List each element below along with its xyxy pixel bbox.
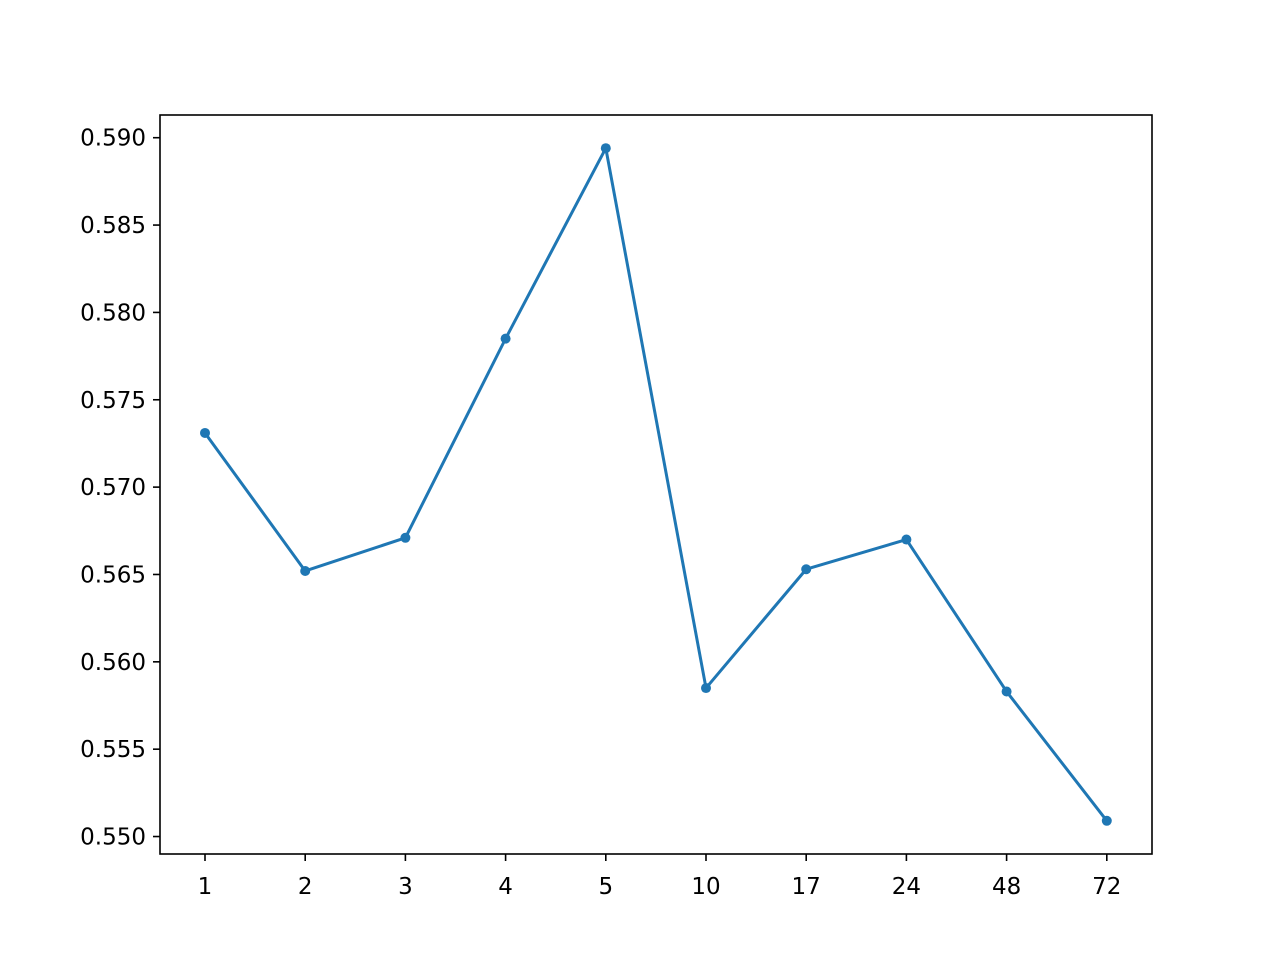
x-axis: 1 2 3 4 5 10 17 24 48 72	[198, 854, 1121, 900]
series-layer	[200, 143, 1112, 826]
y-tick-label: 0.565	[80, 562, 146, 588]
x-tick-label: 24	[892, 874, 921, 900]
x-tick-label: 3	[398, 874, 413, 900]
y-axis: 0.550 0.555 0.560 0.565 0.570 0.575 0.580 0.585…	[80, 126, 160, 851]
y-tick-label: 0.580	[80, 300, 146, 326]
data-point	[500, 333, 511, 344]
data-point	[1001, 686, 1012, 697]
y-tick-label: 0.550	[80, 825, 146, 851]
x-tick-label: 5	[598, 874, 613, 900]
x-tick-label: 72	[1092, 874, 1121, 900]
x-tick-label: 2	[298, 874, 313, 900]
y-tick-label: 0.590	[80, 126, 146, 152]
y-tick-label: 0.585	[80, 213, 146, 239]
data-point	[701, 683, 711, 694]
data-point	[200, 427, 210, 438]
data-point	[600, 143, 611, 154]
y-tick-label: 0.575	[80, 388, 146, 414]
y-tick-label: 0.560	[80, 650, 146, 676]
data-point	[400, 532, 411, 543]
x-tick-label: 1	[198, 874, 213, 900]
series-line	[203, 146, 1108, 822]
y-tick-label: 0.555	[80, 737, 146, 763]
y-tick-label: 0.570	[80, 475, 146, 501]
data-point	[801, 564, 812, 575]
data-point	[1101, 815, 1112, 826]
x-tick-label: 10	[691, 874, 720, 900]
x-tick-label: 48	[992, 874, 1021, 900]
data-point	[901, 534, 912, 545]
data-point	[300, 565, 311, 576]
x-tick-label: 4	[498, 874, 513, 900]
plot-area	[159, 114, 1153, 855]
x-tick-label: 17	[792, 874, 821, 900]
